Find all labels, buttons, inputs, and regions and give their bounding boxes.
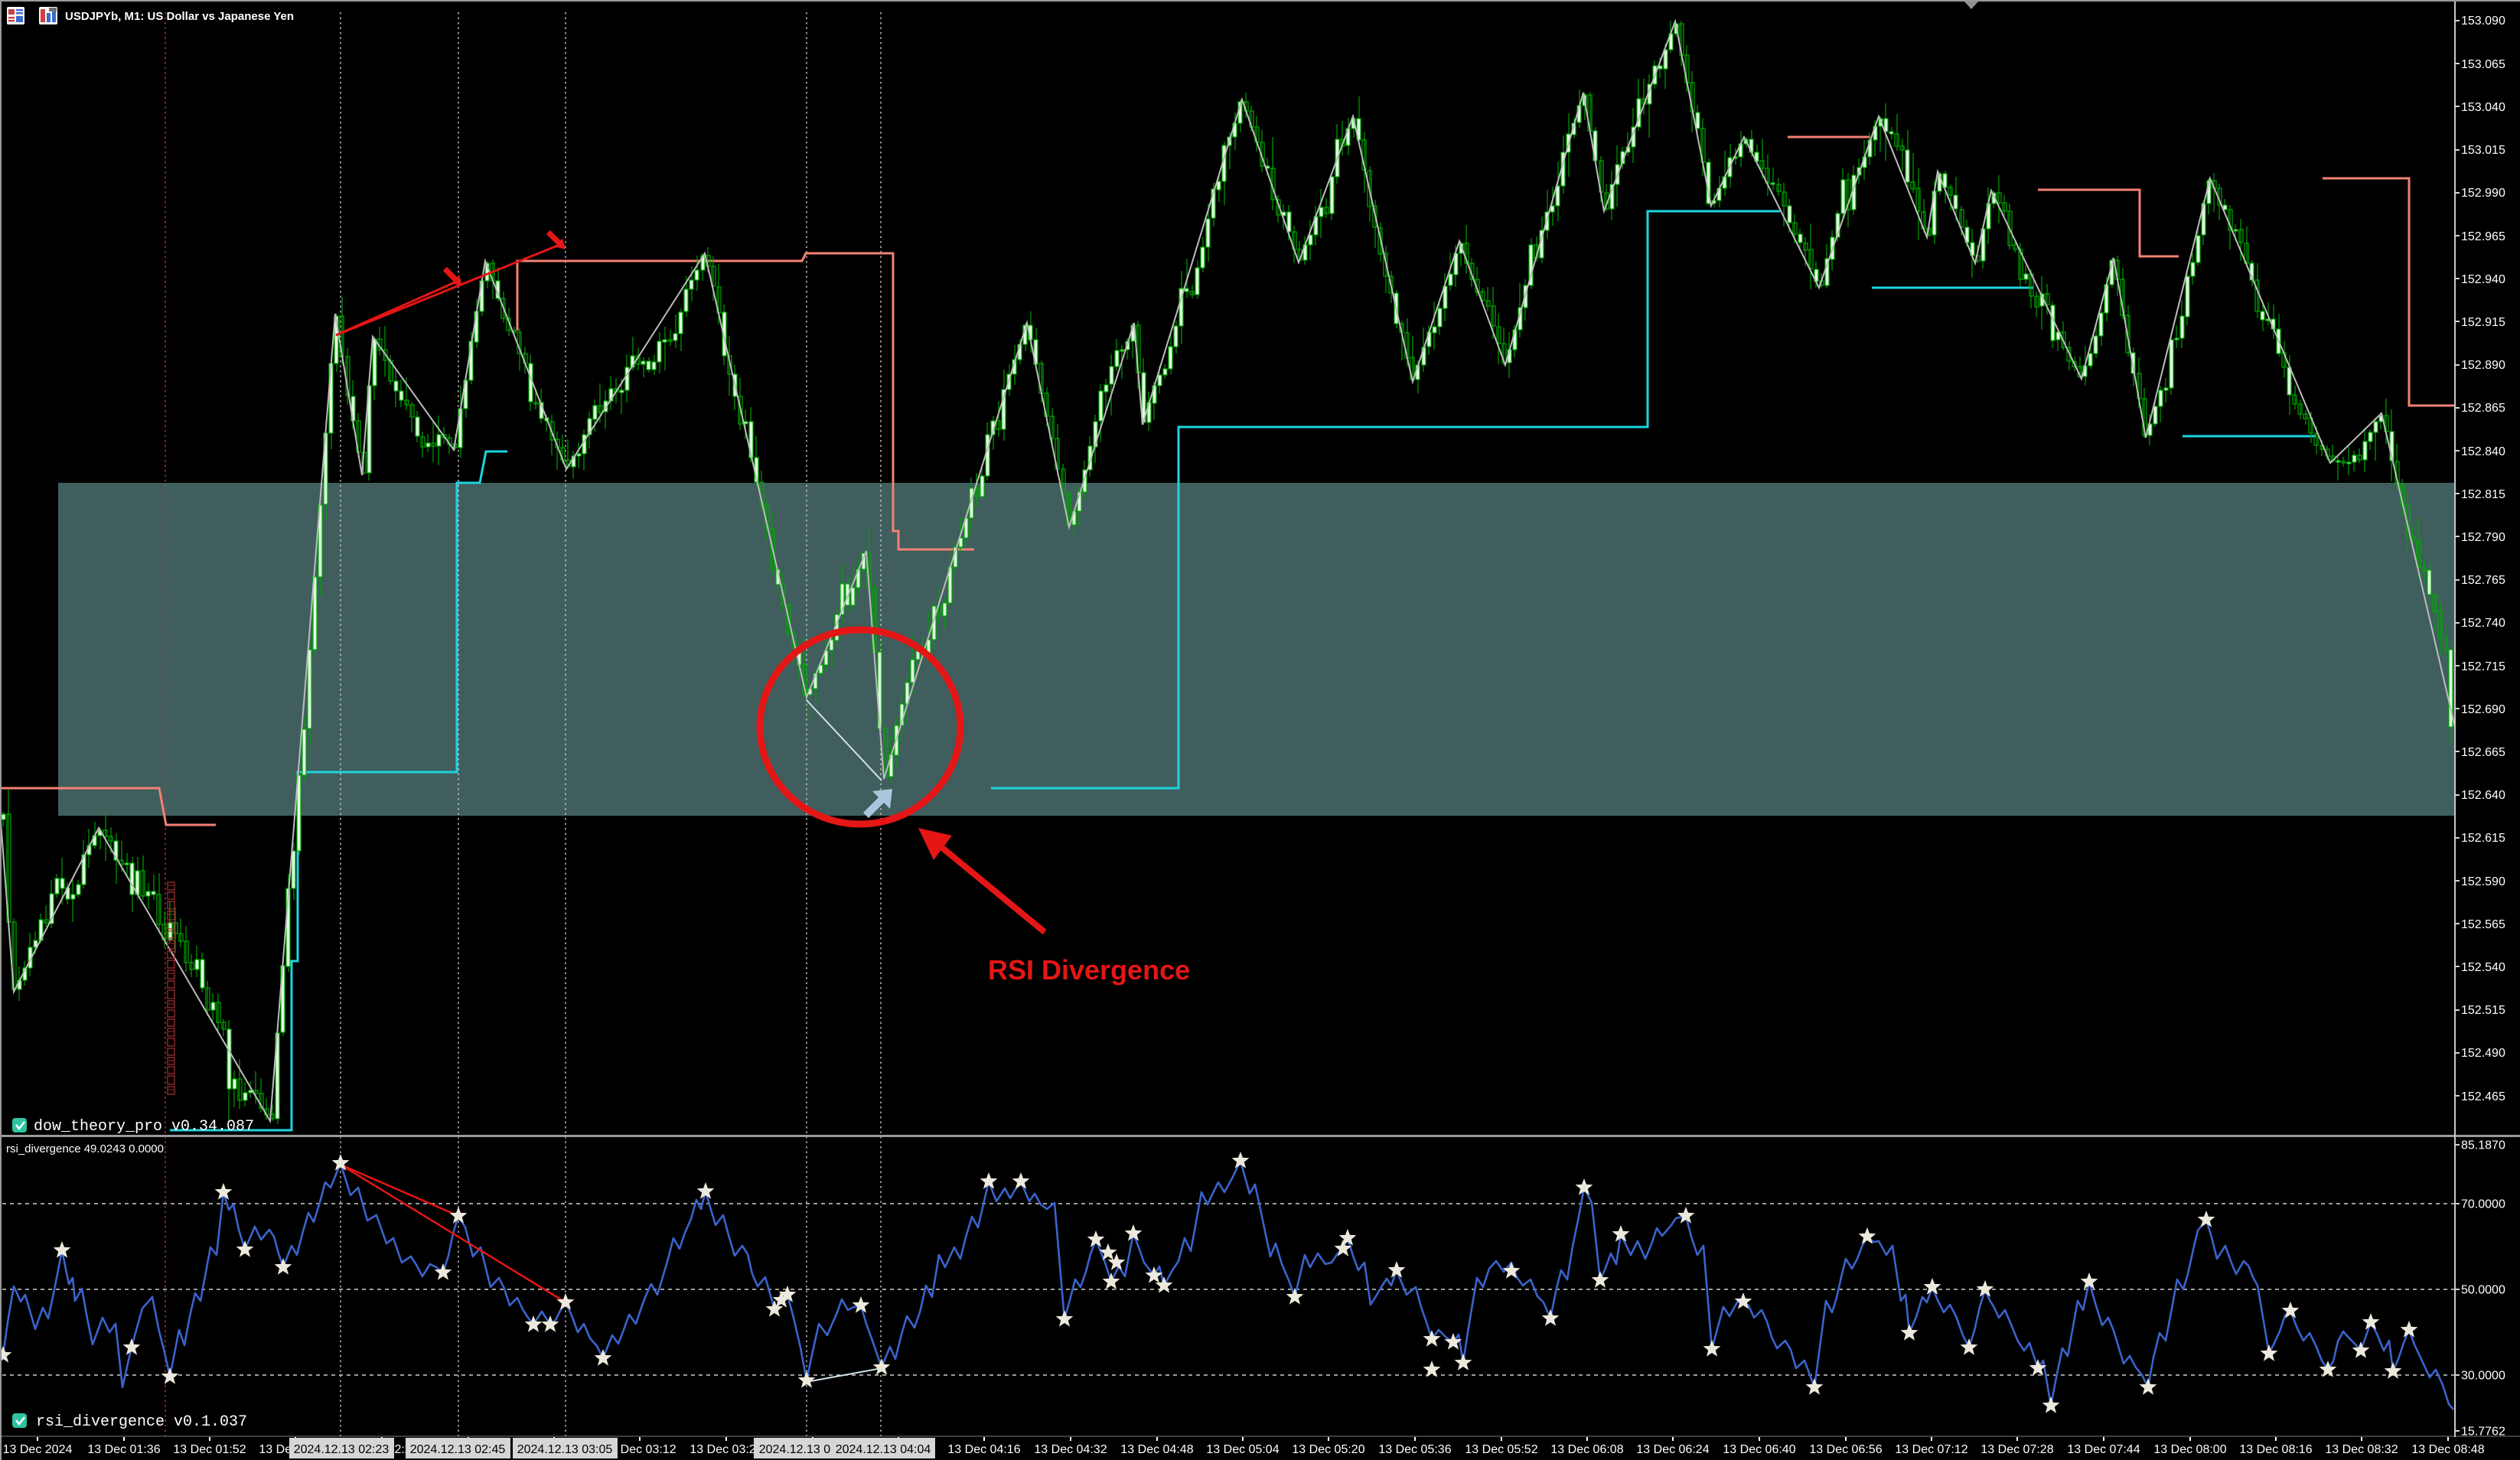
svg-text:13 Dec 05:52: 13 Dec 05:52 [1465, 1443, 1537, 1456]
svg-text:RSI Divergence: RSI Divergence [988, 954, 1190, 986]
svg-text:152.590: 152.590 [2461, 875, 2505, 888]
svg-text:13 Dec 03:12: 13 Dec 03:12 [603, 1443, 676, 1456]
svg-text:152.565: 152.565 [2461, 918, 2505, 931]
svg-text:152.465: 152.465 [2461, 1090, 2505, 1103]
svg-text:152.915: 152.915 [2461, 316, 2505, 329]
svg-text:152.815: 152.815 [2461, 488, 2505, 501]
svg-text:153.015: 153.015 [2461, 144, 2505, 157]
svg-text:152.740: 152.740 [2461, 617, 2505, 630]
svg-text:152.615: 152.615 [2461, 832, 2505, 845]
svg-text:13 Dec 07:44: 13 Dec 07:44 [2067, 1443, 2140, 1456]
svg-text:13 Dec 05:20: 13 Dec 05:20 [1292, 1443, 1364, 1456]
svg-text:13 Dec 04:32: 13 Dec 04:32 [1034, 1443, 1107, 1456]
svg-text:152.515: 152.515 [2461, 1004, 2505, 1017]
svg-text:13 Dec 04:48: 13 Dec 04:48 [1120, 1443, 1193, 1456]
svg-text:13 Dec 07:12: 13 Dec 07:12 [1895, 1443, 1967, 1456]
svg-text:2024.12.13 02:45: 2024.12.13 02:45 [410, 1443, 506, 1456]
svg-text:152.665: 152.665 [2461, 746, 2505, 759]
svg-text:152.965: 152.965 [2461, 230, 2505, 243]
svg-text:13 Dec 08:00: 13 Dec 08:00 [2153, 1443, 2226, 1456]
svg-text:13 Dec 05:36: 13 Dec 05:36 [1378, 1443, 1451, 1456]
svg-text:152.690: 152.690 [2461, 703, 2505, 716]
svg-text:152.940: 152.940 [2461, 273, 2505, 286]
svg-text:13 Dec 06:40: 13 Dec 06:40 [1723, 1443, 1795, 1456]
svg-text:13 Dec 06:24: 13 Dec 06:24 [1636, 1443, 1709, 1456]
svg-text:USDJPYb, M1: US Dollar vs Jap: USDJPYb, M1: US Dollar vs Japanese Yen [65, 10, 294, 23]
svg-text:2024.12.13 03:05: 2024.12.13 03:05 [517, 1443, 613, 1456]
svg-text:13 Dec 03:28: 13 Dec 03:28 [689, 1443, 762, 1456]
svg-text:2024.12.13 02:23: 2024.12.13 02:23 [294, 1443, 390, 1456]
svg-text:152.715: 152.715 [2461, 660, 2505, 673]
svg-text:153.040: 153.040 [2461, 101, 2505, 114]
svg-text:152.990: 152.990 [2461, 187, 2505, 200]
svg-text:2024.12.13 04:04: 2024.12.13 04:04 [836, 1443, 931, 1456]
svg-text:13 Dec 04:16: 13 Dec 04:16 [947, 1443, 1020, 1456]
svg-text:13 Dec 01:36: 13 Dec 01:36 [87, 1443, 160, 1456]
svg-text:13 Dec 2024: 13 Dec 2024 [3, 1443, 73, 1456]
svg-text:152.540: 152.540 [2461, 961, 2505, 974]
svg-text:85.1870: 85.1870 [2461, 1139, 2505, 1152]
svg-text:152.490: 152.490 [2461, 1047, 2505, 1060]
svg-text:152.640: 152.640 [2461, 789, 2505, 802]
svg-text:13 Dec 05:04: 13 Dec 05:04 [1206, 1443, 1279, 1456]
svg-text:15.7762: 15.7762 [2461, 1426, 2505, 1439]
svg-text:152.890: 152.890 [2461, 359, 2505, 372]
svg-text:13 Dec 08:48: 13 Dec 08:48 [2411, 1443, 2484, 1456]
svg-text:152.840: 152.840 [2461, 445, 2505, 458]
svg-text:dow_theory_pro v0.34.087: dow_theory_pro v0.34.087 [34, 1118, 254, 1136]
svg-text:152.865: 152.865 [2461, 402, 2505, 415]
svg-text:152.765: 152.765 [2461, 574, 2505, 587]
svg-text:13 Dec 07:28: 13 Dec 07:28 [1980, 1443, 2053, 1456]
svg-text:153.090: 153.090 [2461, 15, 2505, 28]
svg-text:30.0000: 30.0000 [2461, 1370, 2505, 1383]
svg-text:13 Dec 08:32: 13 Dec 08:32 [2325, 1443, 2398, 1456]
svg-text:13 Dec 06:56: 13 Dec 06:56 [1809, 1443, 1882, 1456]
svg-text:rsi_divergence 49.0243 0.0000: rsi_divergence 49.0243 0.0000 [6, 1142, 164, 1155]
svg-text:70.0000: 70.0000 [2461, 1198, 2505, 1211]
svg-text:13 Dec 01:52: 13 Dec 01:52 [173, 1443, 246, 1456]
svg-text:152.790: 152.790 [2461, 531, 2505, 544]
svg-text:153.065: 153.065 [2461, 58, 2505, 71]
svg-text:50.0000: 50.0000 [2461, 1284, 2505, 1297]
svg-text:13 Dec 08:16: 13 Dec 08:16 [2239, 1443, 2312, 1456]
svg-text:13 Dec 06:08: 13 Dec 06:08 [1550, 1443, 1623, 1456]
svg-text:rsi_divergence v0.1.037: rsi_divergence v0.1.037 [36, 1413, 247, 1431]
